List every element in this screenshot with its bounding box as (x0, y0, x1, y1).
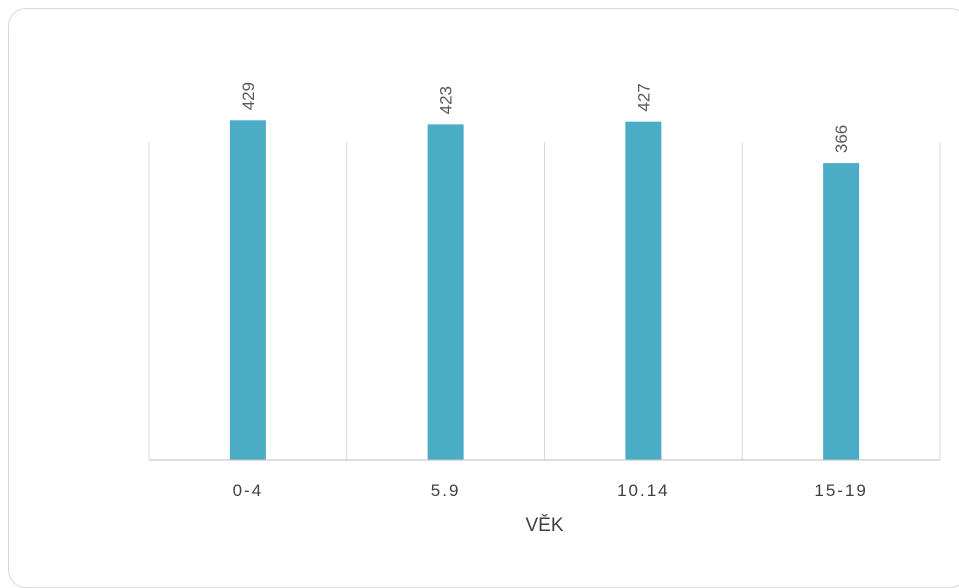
x-tick-label-15-19: 15-19 (814, 481, 867, 500)
data-label-5.9: 423 (437, 86, 456, 114)
bar-0-4 (229, 120, 266, 460)
x-tick-labels: 0-4 5.9 10.14 15-19 (233, 481, 867, 500)
bar-15-19 (823, 163, 860, 460)
bar-5.9 (427, 124, 464, 461)
grid-lines (148, 142, 941, 460)
data-labels: 429 423 427 366 (239, 82, 851, 153)
x-tick-label-5.9: 5.9 (431, 481, 461, 500)
chart-card (8, 8, 959, 588)
bar-10.14 (625, 121, 662, 460)
x-tick-label-0-4: 0-4 (233, 481, 264, 500)
x-axis-title: VĚK (525, 514, 563, 536)
x-tick-label-10.14: 10.14 (617, 481, 670, 500)
data-label-0-4: 429 (239, 82, 258, 110)
data-label-15-19: 366 (832, 125, 851, 153)
data-label-10.14: 427 (634, 83, 653, 111)
bars (229, 120, 860, 461)
